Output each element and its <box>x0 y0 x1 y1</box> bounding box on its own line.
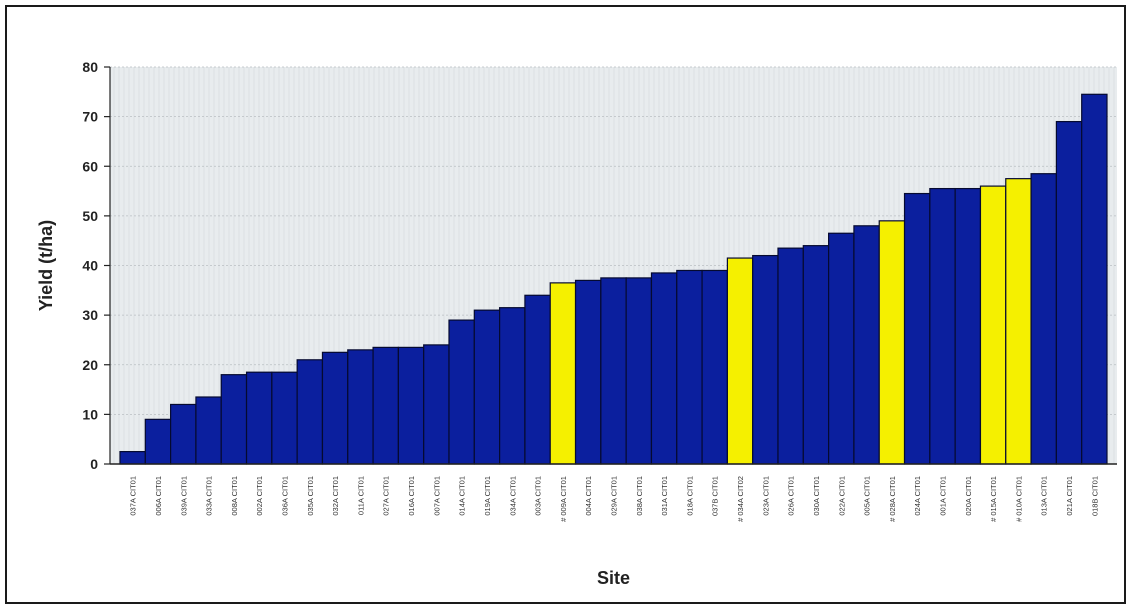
x-tick-label: 018A CIT01 <box>685 476 694 516</box>
x-tick-label: 021A CIT01 <box>1065 476 1074 516</box>
bar <box>195 396 222 465</box>
bar <box>1030 173 1057 465</box>
bar <box>220 374 248 465</box>
x-axis: 037A CIT01 006A CIT01 039A CIT01 033A CIT01… <box>110 463 1117 522</box>
bar <box>574 279 602 465</box>
bar <box>853 225 880 465</box>
x-tick-label: 026A CIT01 <box>787 476 796 516</box>
bar <box>271 371 298 465</box>
x-tick-label: 007A CIT01 <box>432 476 441 516</box>
x-tick-label: 013A CIT01 <box>1040 476 1049 516</box>
bar <box>979 185 1007 465</box>
bar <box>802 245 830 465</box>
x-tick-label: # 009A CIT01 <box>559 476 568 522</box>
bar <box>347 349 374 465</box>
y-tick-label: 40 <box>82 258 98 274</box>
y-tick-label: 50 <box>82 208 98 224</box>
y-tick-label: 70 <box>82 109 98 125</box>
bar <box>828 232 855 465</box>
bar <box>170 403 197 465</box>
bar <box>650 272 678 465</box>
bar <box>296 359 324 465</box>
x-tick-label: 005A CIT01 <box>863 476 872 516</box>
bar <box>625 277 653 465</box>
bar <box>423 344 450 465</box>
bar <box>321 351 349 465</box>
y-axis: 0 10 20 30 40 50 60 70 80 <box>82 59 111 472</box>
x-tick-label: 039A CIT01 <box>179 476 188 516</box>
x-tick-label: 014A CIT01 <box>458 476 467 516</box>
bar <box>777 247 804 465</box>
bar <box>600 277 627 465</box>
chart-frame: 0 10 20 30 40 50 60 70 80 037A CIT01 006A CIT01 03… <box>5 5 1126 604</box>
x-tick-label: 023A CIT01 <box>761 476 770 516</box>
bar <box>448 319 475 465</box>
bar <box>397 346 425 465</box>
y-tick-label: 80 <box>82 59 98 75</box>
y-axis-title: Yield (t/ha) <box>36 220 56 311</box>
x-tick-label: # 034A CIT02 <box>736 476 745 522</box>
bar <box>245 371 273 465</box>
x-tick-label: 004A CIT01 <box>584 476 593 516</box>
x-tick-label: 032A CIT01 <box>331 476 340 516</box>
x-tick-label: 033A CIT01 <box>205 476 214 516</box>
y-tick-label: 20 <box>82 357 98 373</box>
x-tick-label: 034A CIT01 <box>508 476 517 516</box>
bar <box>676 269 703 465</box>
bar <box>372 346 399 465</box>
x-tick-label: 038A CIT01 <box>635 476 644 516</box>
bar <box>929 187 956 465</box>
bar <box>144 418 172 465</box>
x-tick-label: 035A CIT01 <box>306 476 315 516</box>
x-tick-label: 002A CIT01 <box>255 476 264 516</box>
bar <box>1005 178 1032 465</box>
x-tick-label: 029A CIT01 <box>610 476 619 516</box>
x-tick-label: # 010A CIT01 <box>1014 476 1023 522</box>
bar <box>903 192 931 465</box>
bar <box>878 220 906 465</box>
bar <box>701 269 728 465</box>
bars <box>119 93 1108 465</box>
x-tick-label: 031A CIT01 <box>660 476 669 516</box>
x-tick-label: 037B CIT01 <box>711 476 720 516</box>
x-tick-label: 018B CIT01 <box>1090 476 1099 516</box>
x-axis-title: Site <box>597 568 630 588</box>
x-tick-label: 003A CIT01 <box>534 476 543 516</box>
x-tick-label: 006A CIT01 <box>154 476 163 516</box>
bar <box>752 254 779 465</box>
y-tick-label: 0 <box>90 456 98 472</box>
x-tick-label: 036A CIT01 <box>281 476 290 516</box>
bar <box>119 450 146 465</box>
x-tick-label: 020A CIT01 <box>964 476 973 516</box>
x-tick-label: # 028A CIT01 <box>888 476 897 522</box>
bar <box>954 187 982 465</box>
bar <box>524 294 551 465</box>
bar <box>499 307 526 465</box>
x-tick-label: 024A CIT01 <box>913 476 922 516</box>
bar <box>1081 93 1108 465</box>
y-tick-label: 60 <box>82 158 98 174</box>
bar <box>473 309 501 465</box>
bar <box>1055 120 1083 465</box>
x-tick-label: 030A CIT01 <box>812 476 821 516</box>
x-tick-label: 016A CIT01 <box>407 476 416 516</box>
x-tick-label: # 015A CIT01 <box>989 476 998 522</box>
x-tick-label: 022A CIT01 <box>837 476 846 516</box>
y-tick-label: 10 <box>82 406 98 422</box>
x-tick-label: 011A CIT01 <box>356 476 365 515</box>
bar <box>726 257 754 465</box>
x-tick-label: 027A CIT01 <box>382 476 391 516</box>
x-tick-label: 019A CIT01 <box>483 476 492 516</box>
bar <box>549 282 577 465</box>
x-tick-label: 037A CIT01 <box>129 476 138 516</box>
x-tick-label: 008A CIT01 <box>230 476 239 516</box>
x-tick-label: 001A CIT01 <box>939 476 948 516</box>
y-tick-label: 30 <box>82 307 98 323</box>
